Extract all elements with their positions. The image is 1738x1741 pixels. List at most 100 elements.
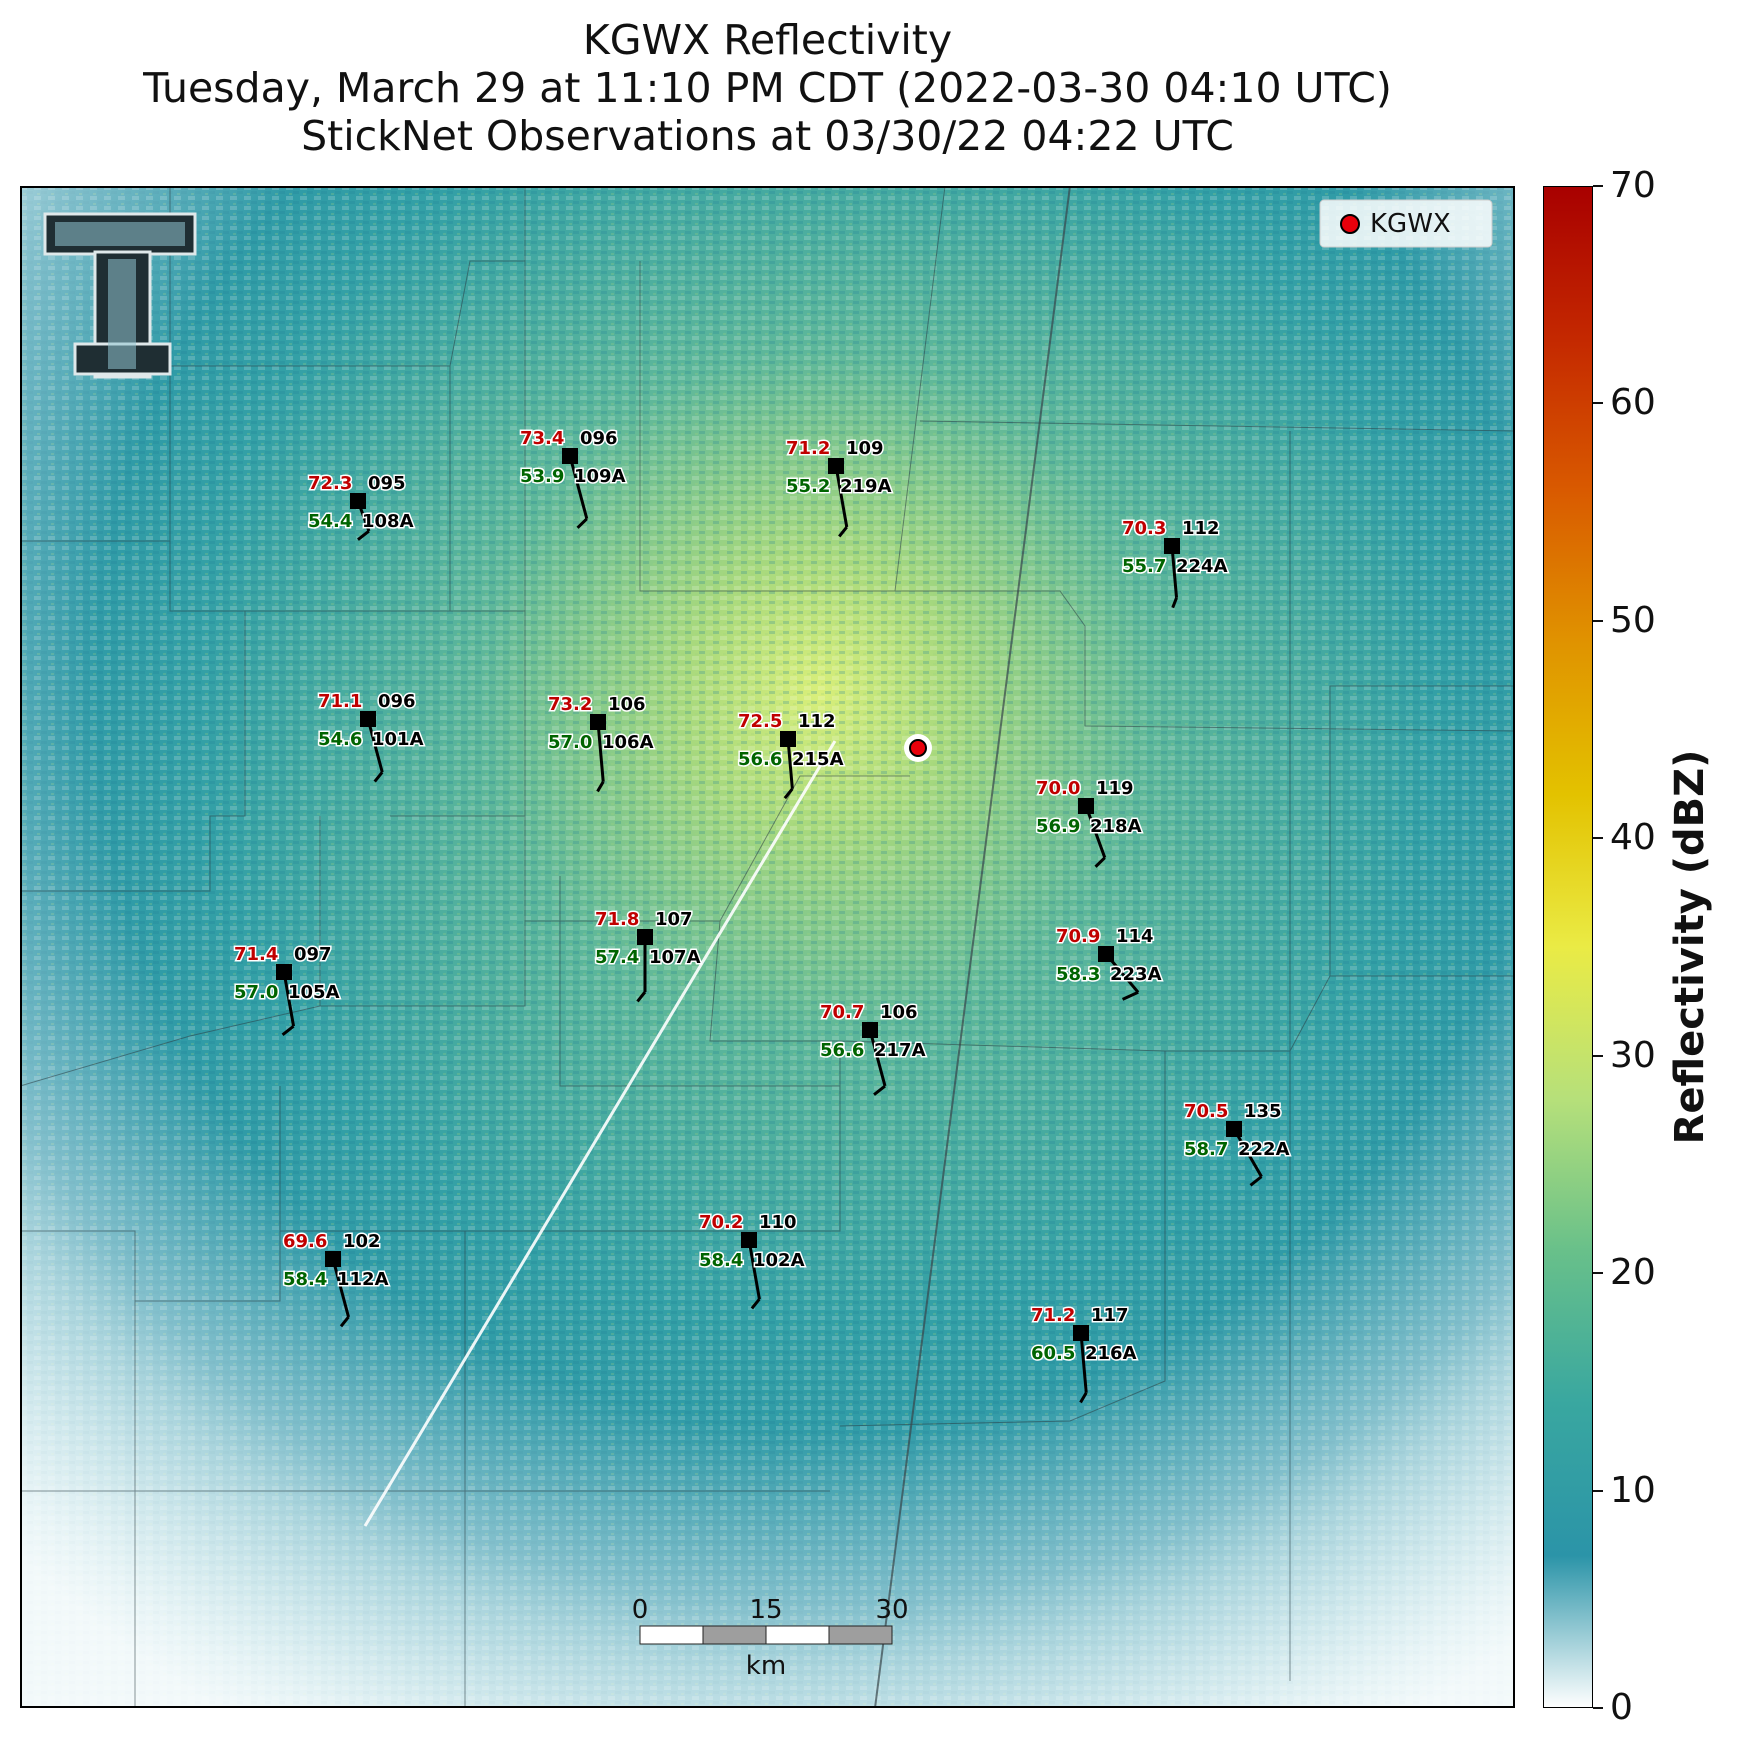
station-name: 222A — [1238, 1139, 1290, 1160]
station-dewpoint: 60.5 — [1031, 1343, 1075, 1364]
map-frame — [20, 186, 1515, 1708]
station-marker — [1226, 1121, 1242, 1137]
station-plot: 73.2 106 57.0 106A — [547, 693, 655, 793]
station-name: 108A — [362, 511, 414, 532]
station-marker — [1164, 538, 1180, 554]
wind-barb-staff — [331, 1258, 350, 1318]
wind-barb-staff — [747, 1239, 761, 1300]
station-temperature: 70.5 — [1184, 1101, 1228, 1122]
station-marker — [1073, 1325, 1089, 1341]
wind-barb-flag — [636, 991, 647, 1003]
wind-barb-flag — [339, 1316, 350, 1328]
station-temperature: 70.9 — [1056, 926, 1100, 947]
station-dewpoint: 55.7 — [1122, 556, 1166, 577]
station-marker — [350, 493, 366, 509]
station-plot: 70.7 106 56.6 217A — [819, 1001, 927, 1096]
station-dewpoint: 56.6 — [738, 749, 782, 770]
station-plot: 71.2 117 60.5 216A — [1030, 1304, 1138, 1404]
station-temperature: 71.1 — [318, 691, 362, 712]
wind-barb-staff — [568, 455, 589, 520]
station-plot: 71.1 096 54.6 101A — [317, 690, 425, 783]
wind-barb-flag — [357, 529, 370, 541]
station-id: 135 — [1244, 1101, 1282, 1122]
station-id: 097 — [294, 944, 332, 965]
station-plot: 71.8 107 57.4 107A — [594, 908, 702, 1003]
station-name: 218A — [1090, 816, 1142, 837]
station-name: 219A — [840, 476, 892, 497]
station-plot: 70.9 114 58.3 223A — [1055, 925, 1163, 1001]
wind-barb-flag — [750, 1298, 761, 1310]
station-name: 112A — [337, 1269, 389, 1290]
colorbar-tick-label: 60 — [1610, 382, 1656, 424]
station-id: 106 — [880, 1002, 918, 1023]
station-temperature: 70.0 — [1036, 778, 1080, 799]
station-dewpoint: 57.0 — [548, 732, 592, 753]
wind-barb-flag — [1079, 1392, 1088, 1404]
station-marker — [325, 1251, 341, 1267]
station-plot: 70.5 135 58.7 222A — [1183, 1100, 1291, 1187]
scale-label-0: 0 — [632, 1595, 649, 1625]
wind-barb-flag — [1249, 1175, 1263, 1187]
station-dewpoint: 54.6 — [318, 729, 362, 750]
station-name: 224A — [1176, 556, 1228, 577]
scale-bar: 0 15 30 km — [632, 1595, 909, 1681]
colorbar-tick-label: 30 — [1610, 1034, 1656, 1076]
radar-map: 72.3 095 54.4 108A 73.4 096 53.9 109A 71.2 109 55.… — [20, 186, 1515, 1708]
county-borders — [20, 186, 1515, 1708]
wind-barb-flag — [576, 517, 588, 529]
station-marker — [1098, 946, 1114, 962]
station-id: 109 — [846, 438, 884, 459]
wind-barb-flag — [873, 1084, 886, 1096]
colorbar-tick-label: 50 — [1610, 599, 1656, 641]
legend-marker — [1340, 214, 1360, 234]
station-name: 215A — [792, 749, 844, 770]
station-id: 119 — [1096, 778, 1134, 799]
station-temperature: 73.4 — [520, 428, 564, 449]
station-marker — [780, 731, 796, 747]
colorbar-tick-label: 70 — [1610, 165, 1656, 206]
station-id: 117 — [1091, 1305, 1129, 1326]
wind-barb-flag — [1171, 597, 1178, 609]
station-id: 095 — [368, 473, 406, 494]
station-plot: 70.2 110 58.4 102A — [698, 1211, 806, 1310]
station-dewpoint: 56.6 — [820, 1040, 864, 1061]
station-dewpoint: 58.4 — [699, 1250, 743, 1271]
station-temperature: 70.3 — [1122, 518, 1166, 539]
station-marker — [862, 1022, 878, 1038]
station-id: 106 — [608, 694, 646, 715]
stations-layer: 72.3 095 54.4 108A 73.4 096 53.9 109A 71.2 109 55.… — [233, 427, 1291, 1404]
colorbar-tick-mark — [1593, 185, 1603, 187]
station-temperature: 72.5 — [738, 711, 782, 732]
wind-barb-flag — [838, 526, 848, 538]
highway-line — [874, 186, 1071, 1708]
colorbar-tick-label: 10 — [1610, 1469, 1656, 1511]
station-id: 096 — [580, 428, 618, 449]
wind-barb-flag — [596, 781, 605, 793]
station-marker — [741, 1232, 757, 1248]
wind-barb-staff — [834, 465, 849, 528]
station-dewpoint: 57.4 — [595, 947, 639, 968]
station-dewpoint: 58.4 — [283, 1269, 327, 1290]
wind-barb-staff — [1170, 545, 1179, 598]
legend-label: KGWX — [1370, 209, 1451, 239]
station-id: 096 — [378, 691, 416, 712]
wind-barb-flag — [373, 771, 384, 783]
station-name: 106A — [602, 732, 654, 753]
station-name: 109A — [574, 466, 626, 487]
station-name: 105A — [288, 982, 340, 1003]
wind-barb-staff — [282, 971, 296, 1027]
station-name: 216A — [1085, 1343, 1137, 1364]
colorbar-tick-mark — [1593, 1272, 1603, 1275]
station-plot: 72.5 112 56.6 215A — [737, 710, 845, 800]
station-name: 217A — [874, 1040, 926, 1061]
station-plot: 70.3 112 55.7 224A — [1121, 517, 1229, 609]
wind-barb-staff — [366, 718, 384, 773]
station-plot: 70.0 119 56.9 218A — [1035, 777, 1143, 868]
wind-barb-staff — [596, 721, 605, 782]
scale-label-15: 15 — [749, 1595, 782, 1625]
scale-label-30: 30 — [875, 1595, 908, 1625]
station-name: 107A — [649, 947, 701, 968]
station-temperature: 69.6 — [283, 1231, 327, 1252]
station-dewpoint: 58.7 — [1184, 1139, 1228, 1160]
station-id: 112 — [1182, 518, 1220, 539]
